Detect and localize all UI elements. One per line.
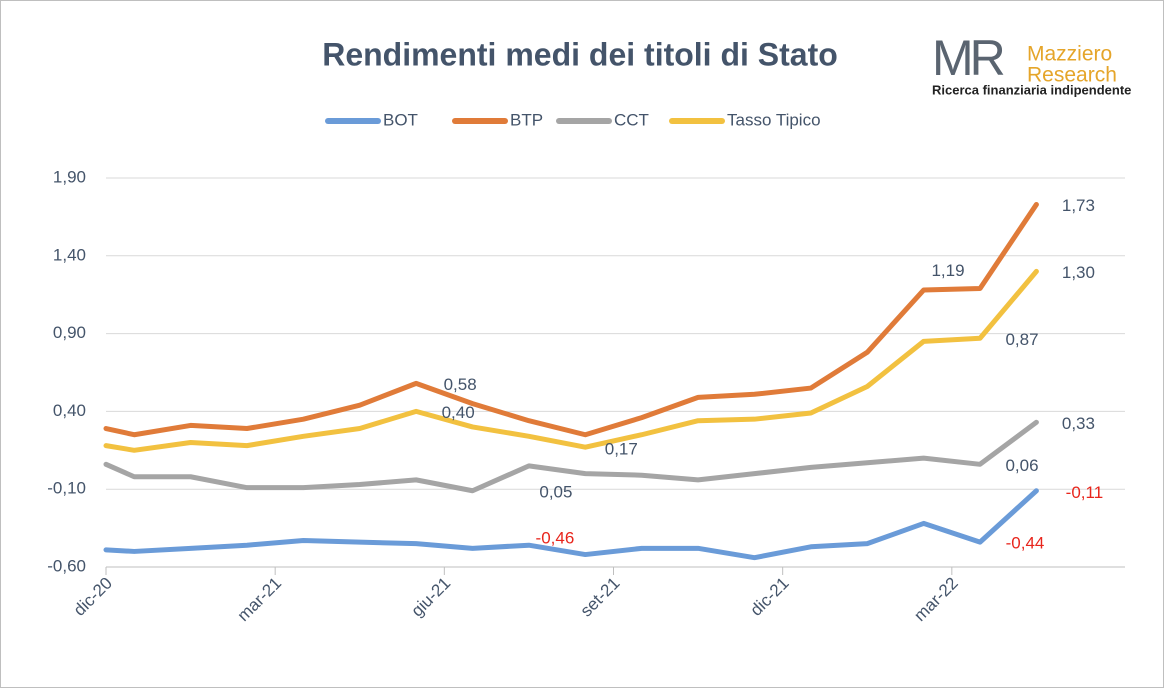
data-label: 1,73 — [1062, 196, 1095, 215]
logo-name: Mazziero — [1027, 43, 1112, 66]
data-label: 0,06 — [1005, 456, 1038, 475]
data-label: -0,44 — [1006, 534, 1045, 553]
legend-label: BTP — [510, 110, 543, 129]
series-line — [103, 268, 1039, 453]
series-line — [103, 201, 1039, 438]
data-label: 0,17 — [605, 440, 638, 459]
data-label: -0,11 — [1066, 483, 1104, 502]
logo-mark: MR — [932, 30, 1004, 86]
data-label: 0,58 — [444, 375, 477, 394]
data-label: 1,19 — [931, 261, 964, 280]
data-label: -0,46 — [536, 529, 575, 548]
legend-label: Tasso Tipico — [727, 110, 821, 129]
logo-tagline: Ricerca finanziaria indipendente — [932, 82, 1131, 97]
series-line — [103, 419, 1039, 494]
logo: MR Mazziero Research Ricerca finanziaria… — [932, 30, 1131, 97]
y-tick-label: -0,10 — [47, 479, 86, 498]
y-tick-label: 0,90 — [53, 323, 86, 342]
y-tick-label: -0,60 — [47, 556, 86, 575]
data-label: 0,87 — [1005, 330, 1038, 349]
y-tick-label: 1,40 — [53, 245, 86, 264]
logo-name: Research — [1027, 64, 1117, 87]
y-tick-label: 1,90 — [53, 167, 86, 186]
legend-label: BOT — [383, 110, 418, 129]
data-label: 1,30 — [1062, 263, 1095, 282]
y-tick-label: 0,40 — [53, 401, 86, 420]
series-line — [103, 488, 1039, 561]
legend-label: CCT — [614, 110, 649, 129]
data-label: 0,05 — [539, 482, 572, 501]
data-label: 0,40 — [442, 403, 475, 422]
data-label: 0,33 — [1062, 414, 1095, 433]
chart-title: Rendimenti medi dei titoli di Stato — [322, 36, 838, 72]
